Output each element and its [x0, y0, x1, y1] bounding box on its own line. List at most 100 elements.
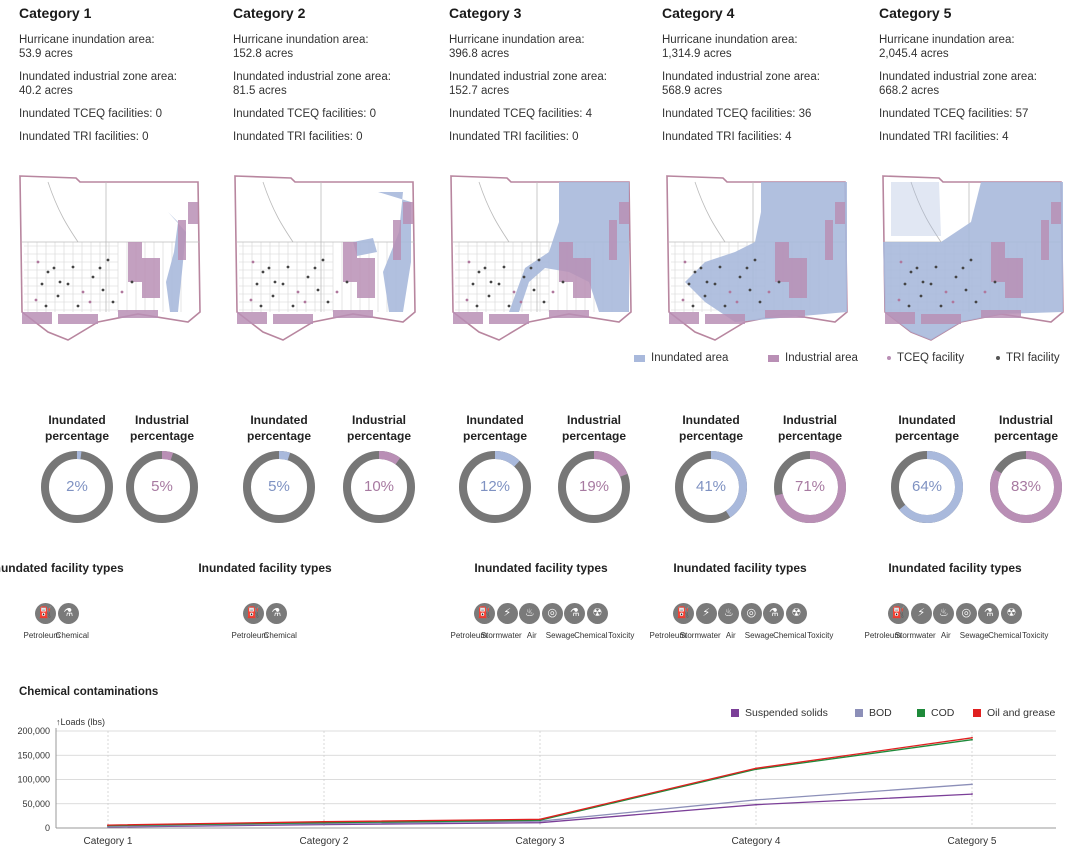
- donut-arc: [243, 451, 315, 523]
- inundated-donut: [675, 451, 747, 523]
- donut-arc: [343, 451, 415, 523]
- category-title: Category 2: [233, 5, 306, 21]
- inundated-percentage-label: Inundated percentage: [246, 413, 312, 443]
- bod-swatch: [855, 709, 863, 717]
- facility-type-name: Toxicity: [1022, 631, 1049, 640]
- industrial-donut: [558, 451, 630, 523]
- chart-legend-bod: BOD: [855, 707, 892, 719]
- facility-types-label: Inundated facility types: [888, 561, 1022, 575]
- data-point: [755, 803, 757, 806]
- industrial-donut: [126, 451, 198, 523]
- chart-legend-suspended-solids: Suspended solids: [731, 707, 828, 719]
- donut-arc: [126, 451, 198, 523]
- inundated-percentage-value: 2%: [66, 478, 88, 495]
- category-stat: Hurricane inundation area:: [233, 34, 369, 46]
- category-stat: Hurricane inundation area:: [19, 34, 155, 46]
- category-stat: Hurricane inundation area:: [662, 34, 798, 46]
- legend-inundated-label: Inundated area: [651, 352, 729, 364]
- legend-tceq: TCEQ facility: [887, 352, 964, 364]
- category-stat: Inundated TRI facilities: 0: [449, 131, 579, 143]
- inundation-map: [234, 175, 416, 341]
- contamination-line-chart: ↑Loads (lbs) 0 50,000 100,000 150,000 200,000…: [17, 717, 1056, 847]
- data-point: [755, 798, 757, 801]
- inundated-percentage-label: Inundated percentage: [894, 413, 960, 443]
- facility-types-label: Inundated facility types: [474, 561, 608, 575]
- stormwater-icon: ⚡: [695, 603, 717, 624]
- data-point: [971, 793, 973, 795]
- inundation-map: [19, 175, 201, 341]
- chart-legend-label: BOD: [869, 707, 892, 719]
- facility-type-name: Air: [725, 631, 736, 640]
- category-stat: 81.5 acres: [233, 85, 287, 97]
- y-axis-label: ↑Loads (lbs): [56, 717, 105, 727]
- chemical-icon: ⚗: [564, 603, 586, 624]
- inundated-percentage-label: Inundated percentage: [678, 413, 744, 443]
- oil-grease-swatch: [973, 709, 981, 717]
- inundated-donut: [459, 451, 531, 523]
- donut-arc: [41, 451, 113, 523]
- category-stat: 53.9 acres: [19, 48, 73, 60]
- chart-legend-label: Oil and grease: [987, 707, 1056, 719]
- category-stat: Inundated TRI facilities: 4: [662, 131, 792, 143]
- air-icon: ♨: [933, 603, 955, 624]
- industrial-percentage-label: Industrial percentage: [777, 413, 843, 443]
- inundation-map: [666, 175, 848, 341]
- category-stat: Hurricane inundation area:: [879, 34, 1015, 46]
- sewage-icon: ◎: [955, 603, 977, 624]
- facility-type-name: Chemical: [55, 631, 89, 640]
- category-title: Category 3: [449, 5, 522, 21]
- data-point: [971, 736, 973, 739]
- category-stat: 1,314.9 acres: [662, 48, 732, 60]
- x-tick-label: Category 5: [948, 836, 997, 847]
- inundated-percentage-value: 12%: [479, 478, 511, 495]
- legend-tri-label: TRI facility: [1006, 352, 1060, 364]
- facility-type-name: Chemical: [988, 631, 1022, 640]
- category-stat: Inundated industrial zone area:: [233, 71, 391, 83]
- chart-legend-label: Suspended solids: [745, 707, 828, 719]
- y-tick-label: 50,000: [22, 799, 50, 809]
- donut-arc: [990, 451, 1062, 523]
- industrial-percentage-label: Industrial percentage: [129, 413, 195, 443]
- donut-arc: [891, 451, 963, 523]
- inundated-percentage-value: 41%: [695, 478, 727, 495]
- category-stat: Inundated TRI facilities: 4: [879, 131, 1009, 143]
- data-point: [323, 820, 325, 823]
- category-stat: Inundated TCEQ facilities: 36: [662, 108, 812, 120]
- sewage-icon: ◎: [740, 603, 762, 624]
- category-stat: Inundated TCEQ facilities: 0: [233, 108, 376, 120]
- category-stat: Inundated industrial zone area:: [449, 71, 607, 83]
- chart-legend-cod: COD: [917, 707, 954, 719]
- data-point: [971, 738, 973, 741]
- industrial-percentage-value: 10%: [363, 478, 395, 495]
- inundated-percentage-label: Inundated percentage: [44, 413, 110, 443]
- category-stat: 568.9 acres: [662, 85, 723, 97]
- inundation-map: [882, 175, 1064, 341]
- industrial-percentage-label: Industrial percentage: [993, 413, 1059, 443]
- industrial-donut: [343, 451, 415, 523]
- category-stat: Inundated TRI facilities: 0: [19, 131, 149, 143]
- petroleum-icon: ⛽: [474, 603, 496, 624]
- petroleum-icon: ⛽: [673, 603, 695, 624]
- toxicity-icon: ☢: [586, 603, 608, 624]
- category-stat: 152.7 acres: [449, 85, 510, 97]
- inundated-donut: [243, 451, 315, 523]
- stormwater-icon: ⚡: [910, 603, 932, 624]
- inundated-percentage-label: Inundated percentage: [462, 413, 528, 443]
- facility-type-name: Chemical: [263, 631, 297, 640]
- industrial-percentage-value: 19%: [578, 478, 610, 495]
- facility-type-name: Sewage: [545, 631, 575, 640]
- toxicity-icon: ☢: [1000, 603, 1022, 624]
- toxicity-icon: ☢: [785, 603, 807, 624]
- cod-swatch: [917, 709, 925, 717]
- donut-arc: [774, 451, 846, 523]
- industrial-donut: [774, 451, 846, 523]
- category-stat: Inundated industrial zone area:: [879, 71, 1037, 83]
- tceq-dot: [887, 356, 891, 360]
- legend-industrial: Industrial area: [768, 352, 858, 364]
- category-title: Category 1: [19, 5, 92, 21]
- category-stat: Inundated TCEQ facilities: 0: [19, 108, 162, 120]
- data-point: [539, 821, 541, 824]
- category-stat: Inundated industrial zone area:: [662, 71, 820, 83]
- facility-type-name: Petroleum: [649, 631, 686, 640]
- air-icon: ♨: [519, 603, 541, 624]
